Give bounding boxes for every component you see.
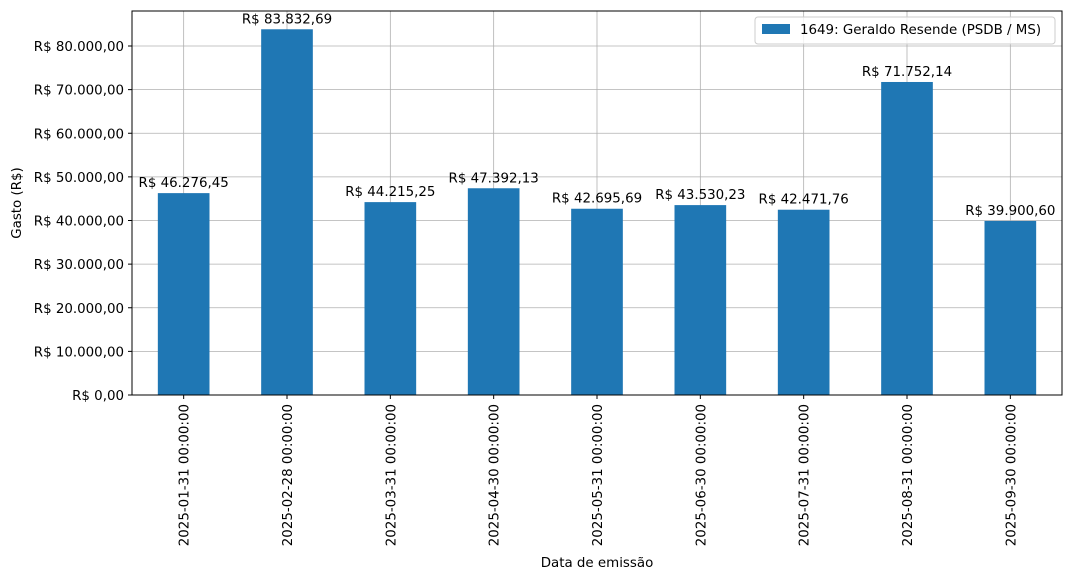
bar-value-label: R$ 42.695,69: [552, 192, 642, 207]
y-tick-label: R$ 10.000,00: [34, 345, 124, 360]
bar: [261, 29, 313, 396]
x-tick-label: 2025-07-31 00:00:00: [798, 404, 813, 546]
y-tick-label: R$ 20.000,00: [34, 302, 124, 317]
bar-value-labels: R$ 46.276,45 R$ 83.832,69 R$ 44.215,25 R$ 4…: [139, 12, 1056, 219]
legend-box: [754, 16, 1056, 45]
bar: [777, 209, 830, 395]
bars-group: [157, 29, 1037, 396]
x-tick-label: 2025-06-30 00:00:00: [694, 404, 709, 546]
bar-value-label: R$ 83.832,69: [242, 12, 332, 27]
bar: [157, 193, 210, 395]
x-tick-label: 2025-01-31 00:00:00: [178, 404, 193, 546]
y-tick-label: R$ 40.000,00: [34, 215, 124, 230]
legend: 1649: Geraldo Resende (PSDB / MS): [754, 16, 1056, 45]
y-tick-label: R$ 60.000,00: [34, 127, 124, 142]
y-tick-label: R$ 50.000,00: [34, 171, 124, 186]
x-tick-label: 2025-09-30 00:00:00: [1004, 404, 1019, 546]
bar: [571, 208, 623, 395]
bar-value-label: R$ 42.471,76: [759, 193, 849, 208]
x-axis-title: Data de emissão: [541, 556, 654, 571]
legend-swatch: [762, 24, 790, 34]
bar: [364, 202, 417, 395]
x-tick-label: 2025-03-31 00:00:00: [384, 404, 399, 546]
y-axis-title: Gasto (R$): [10, 167, 25, 239]
y-tick-label: R$ 30.000,00: [34, 258, 124, 273]
bar-value-label: R$ 71.752,14: [862, 65, 952, 80]
x-tick-label: 2025-08-31 00:00:00: [901, 404, 916, 546]
bar: [984, 220, 1037, 395]
x-tick-label: 2025-02-28 00:00:00: [281, 404, 296, 546]
bar-value-label: R$ 39.900,60: [965, 204, 1055, 219]
y-tick-label: R$ 70.000,00: [34, 84, 124, 99]
legend-label: 1649: Geraldo Resende (PSDB / MS): [800, 23, 1041, 38]
bar-value-label: R$ 44.215,25: [345, 185, 435, 200]
y-axis-ticks: R$ 0,00 R$ 10.000,00 R$ 20.000,00 R$ 30.000…: [34, 40, 132, 404]
bar: [881, 81, 933, 396]
bar: [467, 188, 520, 395]
y-tick-label: R$ 0,00: [72, 389, 124, 404]
bar-value-label: R$ 46.276,45: [139, 176, 229, 191]
bar: [674, 205, 727, 395]
x-tick-label: 2025-04-30 00:00:00: [488, 404, 503, 546]
bar-value-label: R$ 47.392,13: [449, 171, 539, 186]
bar-value-label: R$ 43.530,23: [655, 188, 745, 203]
x-axis-ticks: 2025-01-31 00:00:00 2025-02-28 00:00:00 20…: [178, 395, 1019, 546]
y-tick-label: R$ 80.000,00: [34, 40, 124, 55]
x-tick-label: 2025-05-31 00:00:00: [591, 404, 606, 546]
